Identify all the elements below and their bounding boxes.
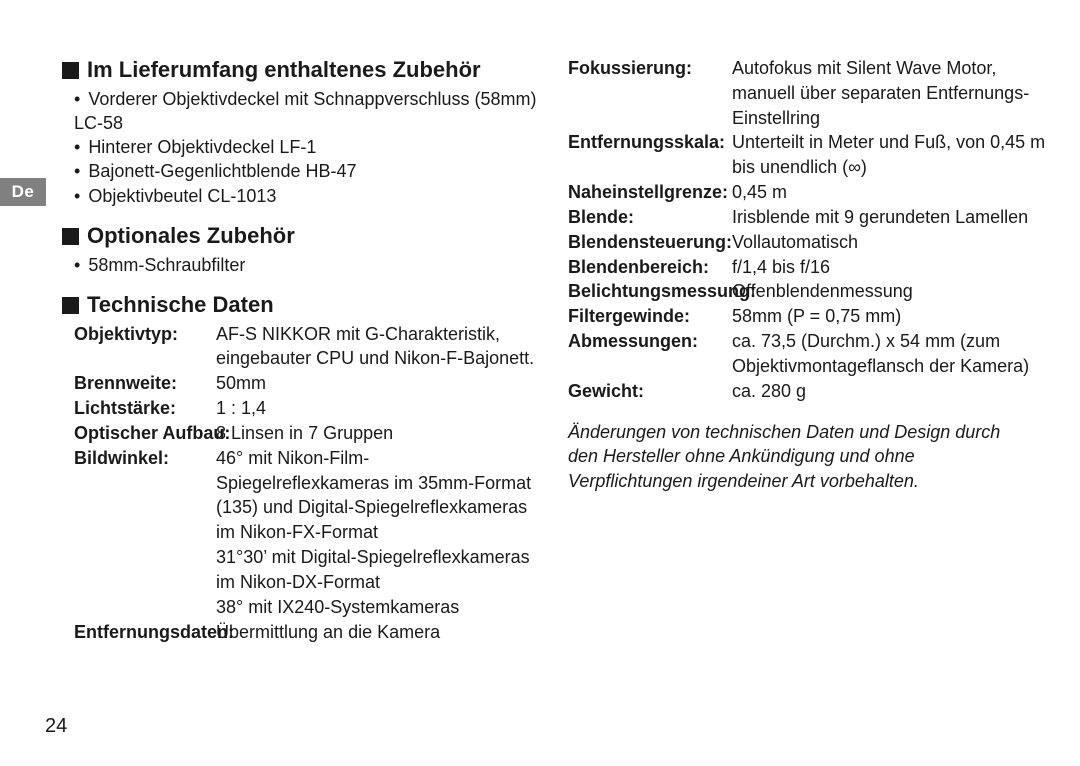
- supplied-list: Vorderer Objektivdeckel mit Schnappversc…: [74, 87, 540, 208]
- section-supplied-accessories: Im Lieferumfang enthaltenes Zubehör: [62, 56, 540, 85]
- spec-value: Autofokus mit Silent Wave Motor, manuell…: [732, 56, 1046, 130]
- list-item: Objektivbeutel CL-1013: [74, 184, 540, 208]
- list-item: Vorderer Objektivdeckel mit Schnappversc…: [74, 87, 540, 136]
- spec-row: Optischer Aufbau:8 Linsen in 7 Gruppen: [74, 421, 540, 446]
- manual-page: De Im Lieferumfang enthaltenes Zubehör V…: [0, 0, 1080, 766]
- spec-row: Naheinstellgrenze:0,45 m: [568, 180, 1046, 205]
- spec-row: Filtergewinde:58mm (P = 0,75 mm): [568, 304, 1046, 329]
- spec-value: f/1,4 bis f/16: [732, 255, 1046, 280]
- spec-value: Irisblende mit 9 gerundeten Lamellen: [732, 205, 1046, 230]
- content-columns: Im Lieferumfang enthaltenes Zubehör Vord…: [0, 0, 1080, 644]
- disclaimer-footnote: Änderungen von technischen Daten und Des…: [568, 420, 1046, 494]
- spec-label: Blende:: [568, 205, 732, 230]
- spec-value: 1 : 1,4: [216, 396, 540, 421]
- spec-label: Blendenbereich:: [568, 255, 732, 280]
- page-number: 24: [45, 715, 67, 738]
- spec-label: Naheinstellgrenze:: [568, 180, 732, 205]
- spec-row: Brennweite:50mm: [74, 371, 540, 396]
- spec-value: Übermittlung an die Kamera: [216, 620, 540, 645]
- section-title: Optionales Zubehör: [87, 222, 295, 251]
- spec-row: Objektivtyp:AF-S NIKKOR mit G-Charakteri…: [74, 322, 540, 372]
- spec-row: Fokussierung:Autofokus mit Silent Wave M…: [568, 56, 1046, 130]
- spec-value: 46° mit Nikon-Film-Spiegelreflexkameras …: [216, 446, 540, 620]
- list-item: 58mm-Schraubfilter: [74, 253, 540, 277]
- spec-value: ca. 280 g: [732, 379, 1046, 404]
- spec-label: Entfernungsdaten:: [74, 620, 216, 645]
- square-bullet-icon: [62, 297, 79, 314]
- spec-label: Optischer Aufbau:: [74, 421, 216, 446]
- optional-list: 58mm-Schraubfilter: [74, 253, 540, 277]
- spec-row: Blendenbereich:f/1,4 bis f/16: [568, 255, 1046, 280]
- spec-value: AF-S NIKKOR mit G-Charakteristik, eingeb…: [216, 322, 540, 372]
- spec-label: Entfernungsskala:: [568, 130, 732, 155]
- square-bullet-icon: [62, 228, 79, 245]
- section-optional-accessories: Optionales Zubehör: [62, 222, 540, 251]
- specs-table-right: Fokussierung:Autofokus mit Silent Wave M…: [568, 56, 1046, 404]
- spec-row: Blendensteuerung:Vollautomatisch: [568, 230, 1046, 255]
- spec-label: Gewicht:: [568, 379, 732, 404]
- spec-value: 58mm (P = 0,75 mm): [732, 304, 1046, 329]
- spec-value: 50mm: [216, 371, 540, 396]
- square-bullet-icon: [62, 62, 79, 79]
- spec-row: Entfernungsskala:Unterteilt in Meter und…: [568, 130, 1046, 180]
- spec-value: 8 Linsen in 7 Gruppen: [216, 421, 540, 446]
- spec-label: Filtergewinde:: [568, 304, 732, 329]
- section-technical-data: Technische Daten: [62, 291, 540, 320]
- spec-label: Fokussierung:: [568, 56, 732, 81]
- section-title: Technische Daten: [87, 291, 274, 320]
- spec-label: Belichtungsmessung:: [568, 279, 732, 304]
- list-item: Hinterer Objektivdeckel LF-1: [74, 135, 540, 159]
- spec-value: Unterteilt in Meter und Fuß, von 0,45 m …: [732, 130, 1046, 180]
- spec-row: Entfernungsdaten:Übermittlung an die Kam…: [74, 620, 540, 645]
- section-title: Im Lieferumfang enthaltenes Zubehör: [87, 56, 481, 85]
- spec-label: Abmessungen:: [568, 329, 732, 354]
- list-item: Bajonett-Gegenlichtblende HB-47: [74, 159, 540, 183]
- spec-label: Lichtstärke:: [74, 396, 216, 421]
- spec-label: Brennweite:: [74, 371, 216, 396]
- right-column: Fokussierung:Autofokus mit Silent Wave M…: [568, 56, 1046, 644]
- spec-row: Lichtstärke:1 : 1,4: [74, 396, 540, 421]
- spec-value: 0,45 m: [732, 180, 1046, 205]
- spec-row: Belichtungsmessung:Offenblendenmessung: [568, 279, 1046, 304]
- spec-value: Offenblendenmessung: [732, 279, 1046, 304]
- spec-row: Abmessungen:ca. 73,5 (Durchm.) x 54 mm (…: [568, 329, 1046, 379]
- spec-value: ca. 73,5 (Durchm.) x 54 mm (zum Objektiv…: [732, 329, 1046, 379]
- spec-label: Bildwinkel:: [74, 446, 216, 471]
- spec-label: Blendensteuerung:: [568, 230, 732, 255]
- spec-label: Objektivtyp:: [74, 322, 216, 347]
- spec-value: Vollautomatisch: [732, 230, 1046, 255]
- left-column: Im Lieferumfang enthaltenes Zubehör Vord…: [62, 56, 540, 644]
- spec-row: Gewicht:ca. 280 g: [568, 379, 1046, 404]
- language-tab: De: [0, 178, 46, 206]
- spec-row: Blende:Irisblende mit 9 gerundeten Lamel…: [568, 205, 1046, 230]
- spec-row: Bildwinkel:46° mit Nikon-Film-Spiegelref…: [74, 446, 540, 620]
- specs-table-left: Objektivtyp:AF-S NIKKOR mit G-Charakteri…: [62, 322, 540, 645]
